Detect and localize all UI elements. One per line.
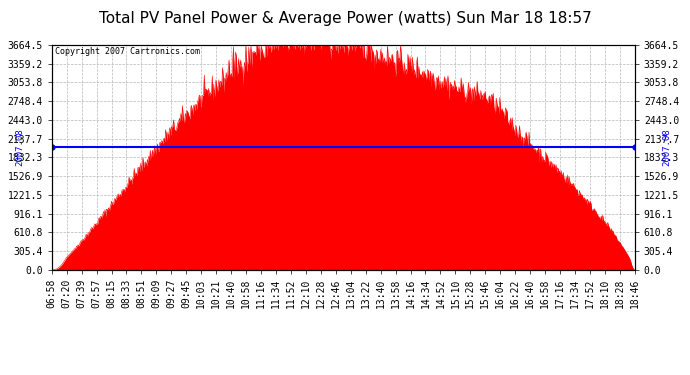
Text: 2007.08: 2007.08 xyxy=(15,128,24,166)
Text: 2007.08: 2007.08 xyxy=(662,128,671,166)
Text: Copyright 2007 Cartronics.com: Copyright 2007 Cartronics.com xyxy=(55,47,199,56)
Text: Total PV Panel Power & Average Power (watts) Sun Mar 18 18:57: Total PV Panel Power & Average Power (wa… xyxy=(99,11,591,26)
